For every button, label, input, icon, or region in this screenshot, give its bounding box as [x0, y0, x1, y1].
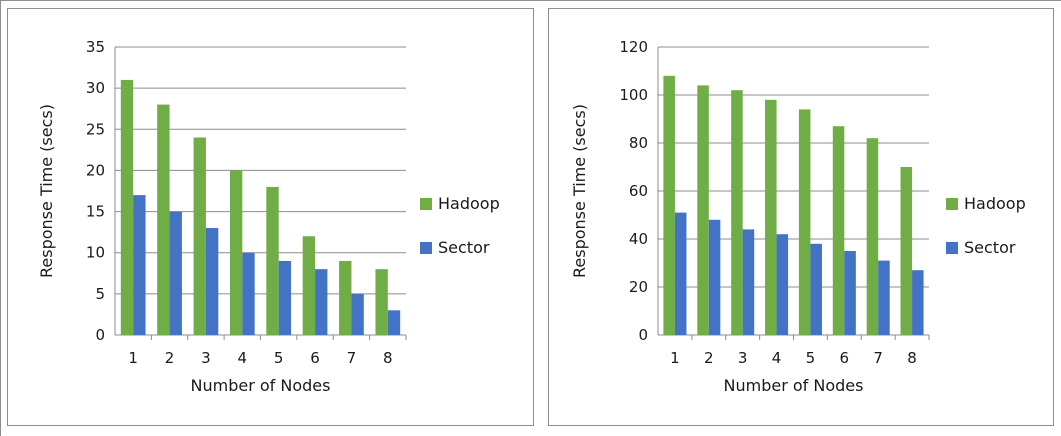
- right-chart-x-tick-label: 2: [704, 349, 714, 367]
- left-chart-bar-sector-2: [169, 211, 182, 335]
- right-chart-bar-hadoop-6: [832, 126, 845, 335]
- right-chart-x-tick-label: 1: [670, 349, 680, 367]
- right-chart-bar-hadoop-1: [663, 75, 675, 336]
- left-chart-bar-hadoop-7: [339, 260, 352, 335]
- right-chart-bar-sector-2: [708, 219, 721, 335]
- right-chart-bar-sector-4: [776, 234, 789, 335]
- right-chart-x-tick-label: 4: [772, 349, 782, 367]
- right-chart-y-tick-label: 0: [638, 326, 648, 344]
- right-chart-bar-hadoop-3: [731, 90, 743, 335]
- left-chart-bar-sector-4: [242, 252, 255, 335]
- right-chart-y-axis-title: Response Time (secs): [570, 104, 589, 278]
- right-chart-y-tick-label: 60: [629, 182, 648, 200]
- right-chart-y-tick-label: 80: [629, 134, 648, 152]
- page-edge-top: [0, 0, 1061, 1]
- left-chart-x-tick-label: 6: [310, 349, 320, 367]
- left-chart-x-tick-label: 4: [238, 349, 248, 367]
- left-chart-x-tick-label: 7: [347, 349, 357, 367]
- left-chart-bar-hadoop-8: [375, 269, 388, 335]
- chart-panel-left: 0 5 10 15 20 25 30 35 1 2 3 4 5 6 7 8 Number of Nodes Res…: [7, 8, 534, 426]
- left-chart-y-tick-label: 0: [95, 326, 105, 344]
- right-chart-bar-sector-8: [912, 270, 924, 335]
- left-chart-x-tick-label: 2: [165, 349, 175, 367]
- left-chart-bar-sector-3: [205, 228, 219, 335]
- left-chart-y-axis-title: Response Time (secs): [37, 104, 56, 278]
- right-chart-legend-label-hadoop: Hadoop: [964, 194, 1026, 213]
- left-chart-legend-label-hadoop: Hadoop: [438, 194, 500, 213]
- right-chart-bar-sector-7: [878, 260, 890, 335]
- left-chart-x-tick-label: 1: [128, 349, 138, 367]
- right-chart-bar-hadoop-4: [765, 99, 777, 335]
- left-chart-legend-label-sector: Sector: [438, 238, 490, 257]
- page-edge-left: [0, 0, 1, 436]
- chart-right-svg: 0 20 40 60 80 100 120 1 2 3 4 5 6 7 8 Number of Nodes Re…: [570, 38, 1026, 395]
- right-chart-x-tick-label: 6: [840, 349, 850, 367]
- left-chart-bar-hadoop-1: [120, 79, 134, 336]
- right-chart-bar-hadoop-2: [697, 85, 709, 336]
- left-chart-x-tick-label: 3: [201, 349, 211, 367]
- left-chart-bar-sector-7: [351, 293, 364, 335]
- right-chart-x-tick-label: 7: [873, 349, 883, 367]
- left-chart-legend-swatch-hadoop: [420, 198, 432, 210]
- left-chart-legend-swatch-sector: [420, 242, 432, 254]
- left-chart-bar-hadoop-2: [157, 104, 170, 335]
- left-chart-y-tick-label: 30: [86, 79, 105, 97]
- left-chart-bar-sector-8: [387, 310, 401, 335]
- right-chart-y-tick-label: 120: [619, 38, 648, 56]
- right-chart-y-tick-label: 20: [629, 278, 648, 296]
- right-chart-legend-label-sector: Sector: [964, 238, 1016, 257]
- right-chart-bar-sector-6: [844, 251, 856, 335]
- left-chart-y-tick-label: 10: [86, 244, 105, 262]
- left-chart-bar-sector-6: [315, 269, 328, 335]
- left-chart-bar-sector-1: [133, 195, 146, 335]
- chart-panel-right: 0 20 40 60 80 100 120 1 2 3 4 5 6 7 8 Number of Nodes Re…: [548, 8, 1054, 426]
- left-chart-bar-sector-5: [278, 260, 292, 335]
- left-chart-bar-hadoop-5: [266, 186, 279, 335]
- left-chart-bar-hadoop-3: [193, 137, 206, 335]
- right-chart-legend-swatch-hadoop: [946, 198, 958, 210]
- left-chart-bar-hadoop-6: [302, 236, 316, 335]
- right-chart-x-axis-title: Number of Nodes: [724, 376, 864, 395]
- left-chart-x-axis-title: Number of Nodes: [191, 376, 331, 395]
- left-chart-y-tick-label: 5: [95, 285, 105, 303]
- left-chart-y-tick-label: 35: [86, 38, 105, 56]
- left-chart-x-tick-label: 5: [274, 349, 284, 367]
- right-chart-x-tick-label: 5: [806, 349, 816, 367]
- right-chart-y-tick-label: 100: [619, 86, 648, 104]
- right-chart-bar-sector-3: [742, 229, 755, 335]
- right-chart-bar-hadoop-7: [866, 138, 879, 335]
- left-chart-bar-hadoop-4: [229, 170, 243, 335]
- left-chart-y-tick-label: 15: [86, 203, 105, 221]
- left-chart-x-tick-label: 8: [383, 349, 393, 367]
- left-chart-y-tick-label: 20: [86, 161, 105, 179]
- right-chart-bar-hadoop-8: [900, 167, 913, 335]
- chart-left-svg: 0 5 10 15 20 25 30 35 1 2 3 4 5 6 7 8 Number of Nodes Res…: [37, 38, 500, 395]
- right-chart-x-tick-label: 8: [907, 349, 917, 367]
- right-chart-x-tick-label: 3: [738, 349, 748, 367]
- right-chart-bar-sector-1: [674, 212, 687, 335]
- right-chart-bar-sector-5: [810, 243, 822, 335]
- right-chart-bar-hadoop-5: [798, 109, 811, 336]
- right-chart-y-tick-label: 40: [629, 230, 648, 248]
- right-chart-legend-swatch-sector: [946, 242, 958, 254]
- left-chart-y-tick-label: 25: [86, 120, 105, 138]
